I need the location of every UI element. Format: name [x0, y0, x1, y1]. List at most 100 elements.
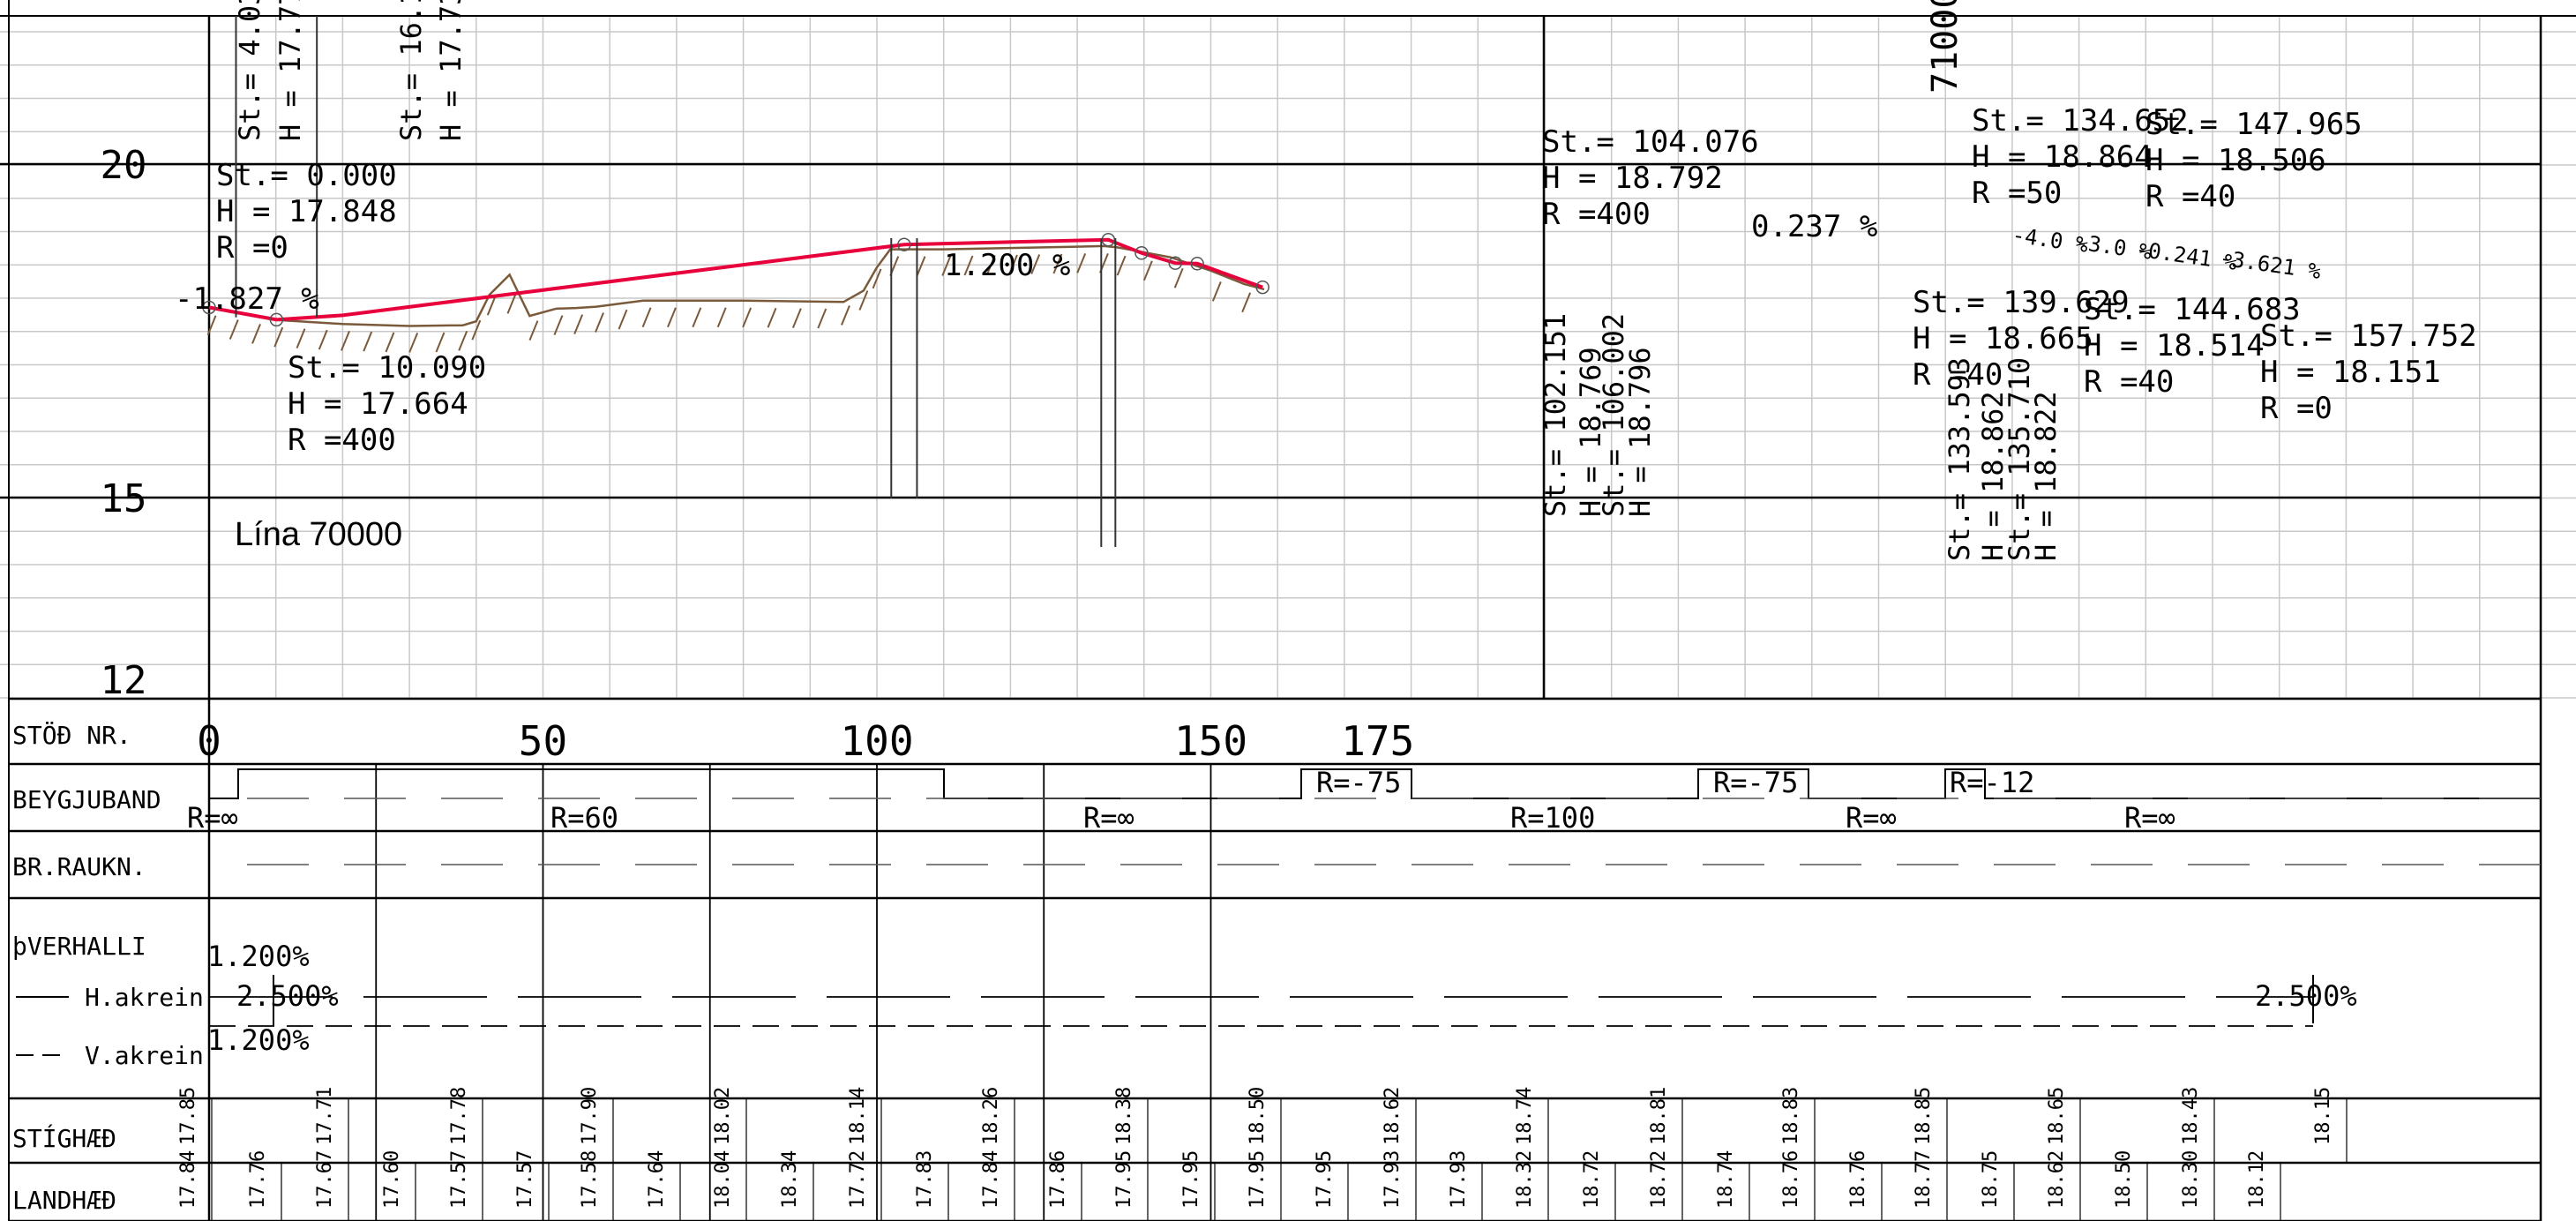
design-point — [1255, 280, 1269, 295]
landhaed-value: 18.34 — [779, 1150, 801, 1209]
terrain — [206, 244, 1265, 353]
point-label: H = 18.792 — [1542, 161, 1723, 196]
point-label: St.= 144.683 — [2084, 292, 2301, 327]
landhaed-value: 17.60 — [381, 1150, 403, 1209]
vertical-annotation: H = 18.862 — [1976, 391, 2010, 561]
landhaed-value: 17.67 — [314, 1150, 336, 1209]
stighaed-value: 18.85 — [1913, 1087, 1935, 1145]
design-point — [1134, 246, 1149, 260]
terrain-hatch — [1030, 254, 1041, 274]
stighaed-value: 17.71 — [314, 1087, 336, 1145]
landhaed-value: 18.74 — [1715, 1150, 1737, 1209]
landhaed-value: 17.86 — [1047, 1150, 1069, 1209]
landhaed-value: 18.50 — [2113, 1150, 2135, 1209]
landhaed-value: 18.32 — [1514, 1150, 1536, 1209]
elevation-label-12: 12 — [101, 658, 147, 703]
landhaed-value: 17.58 — [579, 1150, 601, 1209]
curve-label: R=-12 — [1950, 766, 2034, 799]
landhaed-value: 17.57 — [448, 1150, 470, 1209]
crossfall-bottom: 1.200% — [207, 1023, 310, 1057]
design-point — [202, 300, 216, 315]
terrain-hatch — [941, 256, 952, 276]
row-label-stod: STÖÐ NR. — [12, 720, 131, 750]
terrain-hatch — [1076, 253, 1087, 273]
terrain-hatch — [341, 331, 350, 351]
landhaed-value: 18.72 — [1581, 1150, 1603, 1209]
terrain-hatch — [1142, 260, 1153, 281]
terrain-hatch — [363, 331, 373, 352]
point-label: St.= 157.752 — [2260, 318, 2477, 354]
stighaed-value: 18.62 — [1382, 1087, 1404, 1145]
terrain-hatch — [963, 255, 974, 276]
terrain-hatch — [1241, 292, 1252, 313]
terrain-hatch — [228, 319, 239, 340]
crossfall-mid: 2.500% — [236, 979, 339, 1013]
landhaed-value: 18.77 — [1913, 1150, 1935, 1209]
curve-label: R=∞ — [1846, 801, 1897, 835]
design-profile — [208, 237, 1263, 322]
point-label: H = 18.514 — [2084, 328, 2265, 363]
terrain-hatch — [486, 295, 497, 316]
landhaed-value: 17.95 — [1180, 1150, 1202, 1209]
design-point — [1190, 257, 1204, 271]
stighaed-value: 18.65 — [2046, 1087, 2068, 1145]
landhaed-value: 18.72 — [1648, 1150, 1670, 1209]
point-label: H = 17.664 — [288, 386, 468, 422]
point-label: H = 18.864 — [1972, 139, 2153, 175]
landhaed-value: 17.95 — [1113, 1150, 1135, 1209]
terrain-hatch — [641, 307, 652, 328]
row-label-landhaed: LANDHÆÐ — [12, 1186, 116, 1215]
grade-label: 0.237 % — [1751, 209, 1877, 244]
curve-label: R=-75 — [1316, 766, 1401, 799]
vertical-annotation: H = 18.769 — [1574, 347, 1607, 517]
terrain-hatch — [667, 307, 677, 328]
stighaed-value: 17.85 — [177, 1087, 199, 1145]
vertical-annotation: St.= 16.14 — [394, 0, 428, 141]
vertical-annotation: St.= 135.710 — [2003, 357, 2036, 561]
line-number-label: 71000 — [1925, 0, 1966, 94]
stighaed-value: 18.26 — [980, 1087, 1002, 1145]
landhaed-value: 17.93 — [1448, 1150, 1470, 1209]
line-title: Lína 70000 — [235, 516, 402, 553]
point-label: H = 17.848 — [216, 194, 397, 229]
landhaed-value: 17.72 — [847, 1150, 869, 1209]
vertical-annotation: H = 17.73 — [434, 0, 468, 141]
station-label: 50 — [519, 717, 567, 765]
vertical-annotation: St.= 4.03 — [233, 0, 266, 141]
point-label: R =0 — [216, 230, 288, 266]
terrain-hatch — [296, 328, 306, 349]
stighaed-value: 18.50 — [1247, 1087, 1269, 1145]
point-label: St.= 104.076 — [1542, 124, 1759, 160]
bands-table — [9, 697, 2541, 1221]
curve-label: R=60 — [550, 801, 618, 835]
stighaed-value: 18.74 — [1514, 1087, 1536, 1145]
design-point — [1168, 256, 1183, 270]
point-label: St.= 147.965 — [2145, 107, 2363, 142]
terrain-hatch — [716, 307, 727, 328]
point-label: R =0 — [2260, 391, 2333, 426]
terrain-hatch — [1173, 267, 1184, 288]
point-label: R =40 — [2145, 179, 2235, 214]
landhaed-value: 18.04 — [712, 1150, 734, 1209]
terrain-hatch — [1211, 281, 1222, 302]
terrain-hatch — [435, 332, 446, 353]
landhaed-value: 17.76 — [247, 1150, 269, 1209]
design-point — [1101, 233, 1116, 247]
terrain-hatch — [1052, 253, 1063, 274]
stighaed-value: 18.81 — [1648, 1087, 1670, 1145]
terrain-hatch — [1008, 254, 1018, 275]
station-label: 0 — [197, 717, 221, 765]
landhaed-value: 17.84 — [980, 1150, 1002, 1209]
curve-label: R=100 — [1510, 801, 1595, 835]
stighaed-value: 18.15 — [2312, 1087, 2334, 1145]
terrain-hatch — [385, 332, 395, 353]
terrain-hatch — [618, 309, 628, 330]
design-line — [202, 16, 1269, 547]
row-label-thverhalli: þVERHALLI — [12, 932, 146, 961]
landhaed-value: 18.76 — [1847, 1150, 1869, 1209]
vertical-annotation: St.= 106.002 — [1597, 313, 1630, 517]
point-label: R =400 — [288, 423, 396, 458]
terrain-hatch — [692, 307, 702, 328]
